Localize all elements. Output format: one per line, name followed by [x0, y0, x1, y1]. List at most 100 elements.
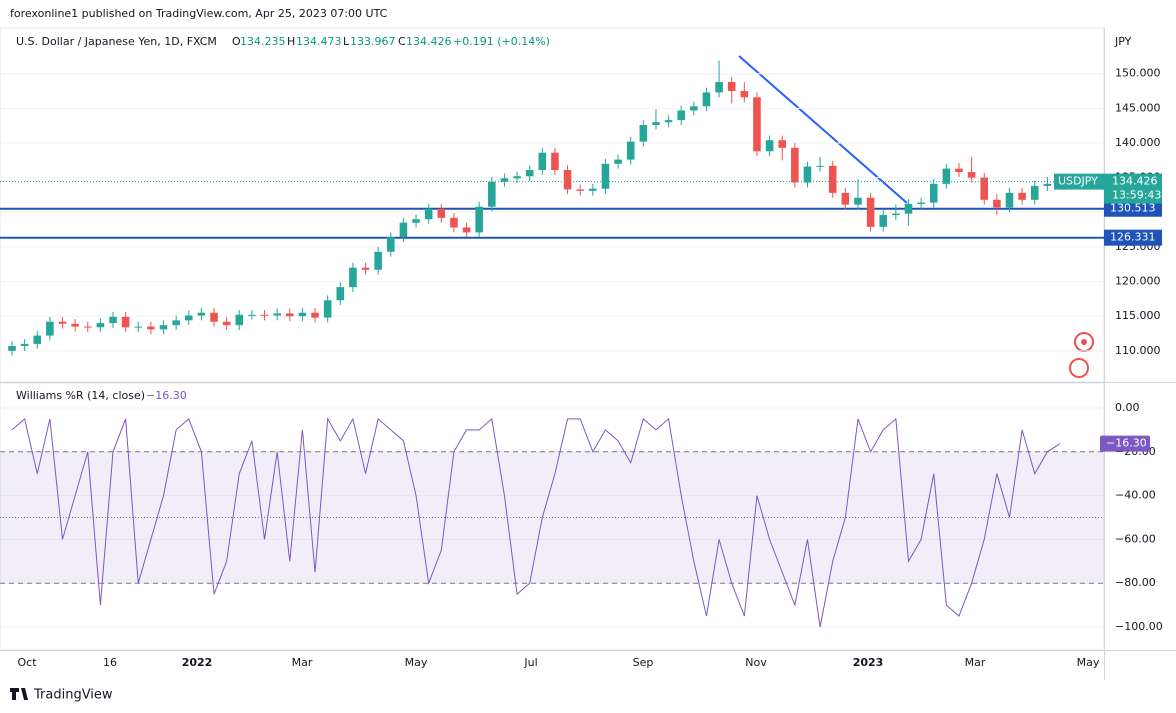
x-tick-label: Mar [965, 656, 986, 669]
candle-body [96, 323, 105, 328]
candle-body [437, 208, 446, 218]
candle-body [753, 97, 761, 152]
candle-body [652, 122, 660, 125]
candle-body [46, 321, 54, 336]
candle-body [159, 325, 168, 330]
x-tick-label: Oct [17, 656, 37, 669]
x-tick-label: 16 [103, 656, 117, 669]
candle-body [740, 91, 749, 98]
candle-body [374, 251, 382, 270]
candle-body [475, 206, 483, 233]
candle-body [399, 222, 408, 238]
candle-body [336, 287, 345, 301]
x-tick-label: Nov [745, 656, 767, 669]
candle-body [551, 152, 559, 171]
candle-body [235, 314, 244, 326]
candle-body [248, 314, 256, 316]
candle-body [664, 120, 673, 123]
candle-body [980, 177, 989, 200]
candle-body [424, 208, 433, 220]
candle-body [361, 267, 370, 270]
y-tick-label: −80.00 [1115, 576, 1156, 589]
y-tick-label: −40.00 [1115, 489, 1156, 502]
candle-body [488, 181, 496, 207]
y-tick-label: 150.000 [1115, 67, 1161, 80]
candle-body [1043, 183, 1052, 186]
candle-body [8, 345, 16, 351]
candle-body [866, 197, 875, 227]
candle-body [778, 140, 787, 148]
candle-body [172, 320, 180, 326]
candle-body [109, 316, 117, 324]
candle-body [462, 227, 471, 233]
candle-body [765, 140, 774, 152]
candle-body [892, 213, 900, 216]
level-label-box [1104, 200, 1162, 217]
candle-body [828, 165, 837, 193]
candle-body [841, 192, 850, 205]
candle-body [121, 316, 130, 328]
candle-body [702, 92, 711, 107]
candle-body [917, 202, 925, 204]
event-icon-dot [1081, 339, 1087, 345]
candle-body [589, 188, 597, 191]
candle-body [285, 313, 294, 317]
x-tick-label: Mar [292, 656, 313, 669]
ohlc-close-label: C [398, 35, 406, 48]
candle-body [690, 106, 698, 111]
y-tick-label: −60.00 [1115, 532, 1156, 545]
candle-body [71, 323, 79, 327]
candle-body [601, 163, 610, 189]
ohlc-open-label: O [232, 35, 241, 48]
candle-body [298, 312, 307, 317]
candle-body [147, 326, 155, 330]
ohlc-low: 133.967 [350, 35, 396, 48]
ohlc-high: 134.473 [296, 35, 342, 48]
level-label-box [1104, 229, 1162, 246]
y-tick-label: 0.00 [1115, 401, 1140, 414]
last-price-box [1104, 173, 1162, 204]
indicator-value-label: −16.30 [1106, 437, 1147, 450]
candle-body [563, 170, 572, 190]
candle-body [942, 168, 951, 184]
candle-body [791, 147, 799, 183]
candle-body [854, 197, 862, 205]
y-tick-label: 140.000 [1115, 136, 1161, 149]
candle-body [260, 314, 269, 316]
candle-body [513, 176, 521, 179]
tv-logo [10, 688, 28, 700]
candle-body [349, 267, 357, 288]
ohlc-close: 134.426 [406, 35, 452, 48]
indicator-title: Williams %R (14, close) [16, 389, 145, 402]
candle-body [20, 343, 29, 346]
candle-body [83, 326, 92, 328]
x-tick-label: Sep [633, 656, 654, 669]
ohlc-high-label: H [287, 35, 295, 48]
candle-body [323, 300, 332, 318]
ohlc-low-label: L [343, 35, 350, 48]
candle-body [803, 166, 812, 183]
candle-body [311, 312, 319, 318]
currency: JPY [1114, 35, 1132, 48]
candle-body [879, 215, 888, 227]
level-label: 130.513 [1110, 202, 1156, 215]
candle-body [450, 217, 458, 228]
candle-body [677, 110, 685, 121]
symbol: U.S. Dollar / Japanese Yen, 1D, FXCM [16, 35, 217, 48]
candle-body [904, 203, 913, 214]
y-tick-label: 145.000 [1115, 101, 1161, 114]
candle-body [525, 170, 534, 177]
ticker-box [1054, 173, 1104, 190]
candle-body [412, 219, 420, 223]
candle-body [184, 315, 193, 321]
y-tick-label: −100.00 [1115, 620, 1163, 633]
candle-body [33, 335, 42, 344]
candle-body [626, 141, 635, 160]
candle-body [576, 189, 584, 191]
x-tick-label: 2023 [853, 656, 884, 669]
last-price-label: 134.426 [1112, 175, 1158, 188]
news-icon[interactable] [1069, 358, 1089, 378]
indicator-value-box [1100, 435, 1150, 452]
